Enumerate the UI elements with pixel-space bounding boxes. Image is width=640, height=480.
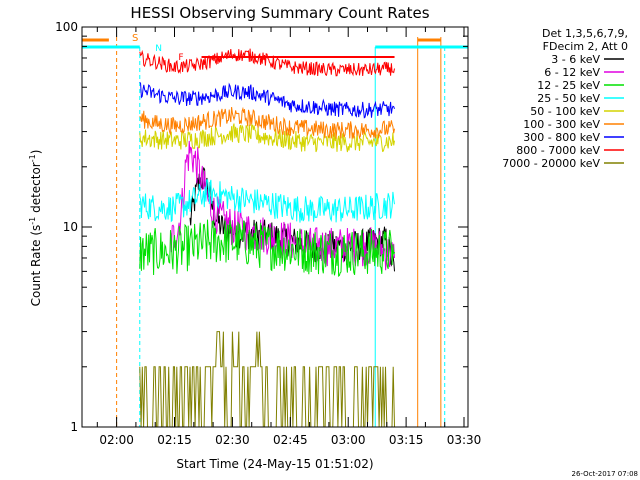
x-axis: 02:00 02:15 02:30 02:45 03:00 03:15 03:30 xyxy=(96,27,482,447)
generation-date: 26-Oct-2017 07:08 xyxy=(572,470,638,478)
legend-label: 300 - 800 keV xyxy=(523,131,600,144)
legend: Det 1,3,5,6,7,9,FDecim 2, Att 03 - 6 keV… xyxy=(502,27,628,170)
legend-label: 800 - 7000 keV xyxy=(516,144,600,157)
series-300-800-kev xyxy=(139,81,395,119)
y-tick-label: 10 xyxy=(63,220,78,234)
x-tick-label: 02:00 xyxy=(99,433,134,447)
legend-label: 12 - 25 keV xyxy=(537,79,600,92)
x-tick-label: 03:15 xyxy=(389,433,424,447)
series-line xyxy=(139,106,395,140)
series-line xyxy=(139,81,395,119)
night-flag-label: N xyxy=(155,44,162,54)
series-line xyxy=(139,219,395,277)
y-tick-label: 100 xyxy=(55,20,78,34)
x-tick-label: 02:45 xyxy=(273,433,308,447)
y-tick-label: 1 xyxy=(70,420,78,434)
legend-header: Det 1,3,5,6,7,9, xyxy=(542,27,628,40)
series-100-300-kev xyxy=(139,106,395,140)
y-axis: 1 10 100 xyxy=(55,20,468,434)
x-tick-label: 02:15 xyxy=(157,433,192,447)
x-tick-label: 03:30 xyxy=(447,433,482,447)
legend-label: 100 - 300 keV xyxy=(523,118,600,131)
x-tick-label: 02:30 xyxy=(215,433,250,447)
series-line xyxy=(139,179,395,223)
series-25-50-kev xyxy=(139,179,395,223)
legend-label: 25 - 50 keV xyxy=(537,92,600,105)
saa-flag-label: S xyxy=(132,33,138,44)
x-tick-label: 03:00 xyxy=(331,433,366,447)
legend-label: 50 - 100 keV xyxy=(530,105,600,118)
x-axis-label: Start Time (24-May-15 01:51:02) xyxy=(176,457,373,471)
legend-label: 3 - 6 keV xyxy=(551,53,600,66)
y-axis-label: Count Rate (s-1 detector-1) xyxy=(28,150,43,307)
legend-header: FDecim 2, Att 0 xyxy=(543,40,628,53)
flare-flag-label: F xyxy=(178,53,183,63)
legend-label: 7000 - 20000 keV xyxy=(502,157,600,170)
series-12-25-kev xyxy=(139,219,395,277)
chart-title: HESSI Observing Summary Count Rates xyxy=(130,4,429,22)
legend-label: 6 - 12 keV xyxy=(544,66,600,79)
